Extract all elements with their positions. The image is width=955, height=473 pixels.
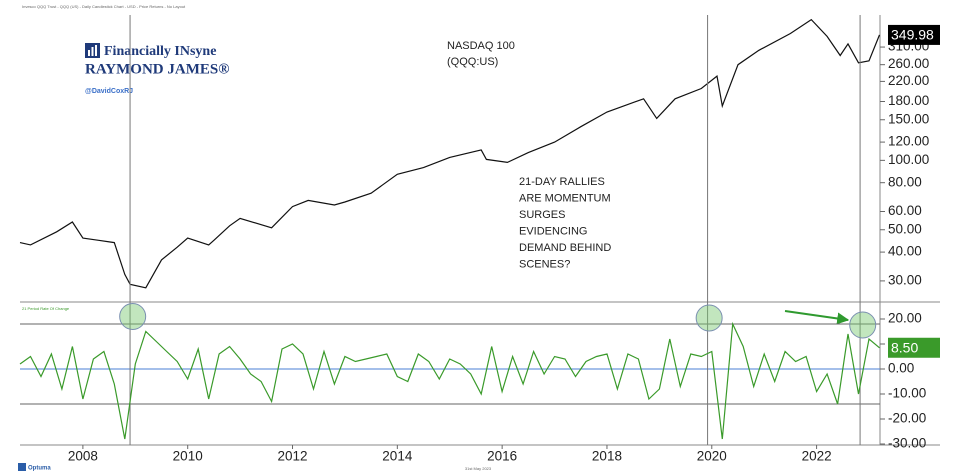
highlight-circle — [849, 311, 877, 339]
logo-bar — [91, 47, 94, 56]
logo-bar — [88, 50, 90, 56]
brand-company: RAYMOND JAMES® — [85, 61, 229, 77]
y-tick-label: 50.00 — [888, 221, 922, 236]
x-tick-label: 2008 — [68, 449, 98, 464]
annotation: EVIDENCING — [519, 225, 587, 237]
highlight-circle — [695, 304, 723, 332]
annotation: 21-DAY RALLIES — [519, 176, 605, 188]
x-tick-label: 2010 — [173, 449, 203, 464]
logo-bar — [95, 45, 97, 56]
highlight-circle — [119, 303, 147, 330]
x-tick-label: 2020 — [697, 449, 727, 464]
y-tick-label: 220.00 — [888, 73, 929, 88]
arrow — [784, 310, 850, 325]
x-tick-label: 2016 — [487, 449, 517, 464]
y-tick-label: -20.00 — [888, 411, 926, 426]
y-tick-label: -10.00 — [888, 386, 926, 401]
chart-subtitle: (QQQ:US) — [447, 56, 498, 68]
source-note: Invesco QQQ Trust - QQQ (US) - Daily Can… — [22, 4, 186, 9]
y-tick-label: 0.00 — [888, 361, 914, 376]
panel-title: 21 Period Rate Of Change — [22, 306, 70, 311]
last-value-box — [888, 337, 940, 358]
annotation: DEMAND BEHIND — [519, 242, 611, 254]
brand-handle: @DavidCoxRJ — [85, 88, 133, 95]
series-line — [19, 321, 880, 440]
y-tick-label: 180.00 — [888, 93, 929, 108]
y-tick-label: 150.00 — [888, 111, 929, 126]
annotation: ARE MOMENTUM — [519, 192, 611, 204]
vendor-name: Optuma — [28, 466, 51, 472]
annotation: SCENES? — [519, 258, 570, 270]
annotation: SURGES — [519, 209, 565, 221]
y-tick-label: -30.00 — [888, 436, 926, 451]
x-tick-label: 2022 — [802, 449, 832, 464]
last-value-box — [888, 24, 940, 45]
last-value-label: 8.50 — [891, 339, 918, 355]
y-tick-label: 260.00 — [888, 56, 929, 71]
y-tick-label: 100.00 — [888, 152, 929, 167]
x-tick-label: 2012 — [277, 449, 307, 464]
vendor-icon — [18, 463, 26, 471]
y-tick-label: 20.00 — [888, 311, 922, 326]
x-tick-label: 2018 — [592, 449, 622, 464]
brand-name: Financially INsyne — [104, 44, 216, 59]
y-tick-label: 80.00 — [888, 174, 922, 189]
last-value-label: 349.98 — [891, 27, 934, 43]
date-note: 31st May 2023 — [465, 466, 492, 471]
y-tick-label: 120.00 — [888, 134, 929, 149]
x-tick-label: 2014 — [382, 449, 413, 464]
chart-title: NASDAQ 100 — [447, 40, 515, 52]
y-tick-label: 60.00 — [888, 203, 922, 218]
y-tick-label: 40.00 — [888, 244, 922, 259]
y-tick-label: 30.00 — [888, 272, 922, 287]
